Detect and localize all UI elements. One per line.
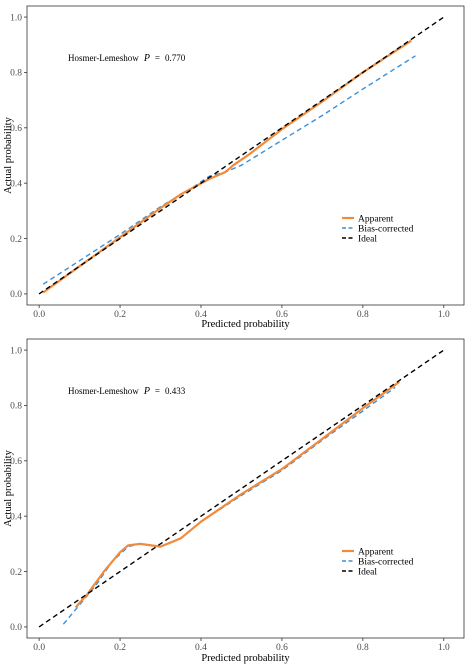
x-tick-label: 0.4 (195, 643, 207, 653)
x-tick-label: 0.2 (114, 310, 126, 320)
legend-label: Apparent (358, 214, 394, 224)
x-tick-label: 0.8 (357, 310, 369, 320)
hosmer-lemeshow-annotation: Hosmer-Lemeshow P = 0.433 (68, 386, 186, 397)
x-tick-label: 0.6 (276, 310, 288, 320)
x-tick-label: 1.0 (438, 643, 450, 653)
y-tick-label: 0.0 (10, 290, 22, 300)
y-tick-label: 0.6 (10, 457, 22, 467)
plot-panel-border (26, 5, 465, 306)
series-line-apparent (42, 39, 413, 294)
annotation-prefix: Hosmer-Lemeshow (68, 386, 139, 396)
y-tick-label: 0.4 (10, 512, 22, 522)
series-line-apparent (74, 381, 400, 609)
x-tick-label: 0.4 (195, 310, 207, 320)
legend-label: Bias-corrected (358, 224, 414, 234)
series-line-ideal (38, 16, 445, 295)
y-axis-label: Actual probability (3, 116, 14, 193)
y-tick-label: 1.0 (10, 13, 22, 23)
y-tick-label: 0.2 (10, 568, 22, 578)
y-tick-label: 0.8 (10, 69, 22, 79)
y-tick-label: 0.8 (10, 402, 22, 412)
annotation-prefix: Hosmer-Lemeshow (68, 53, 139, 63)
x-tick-label: 0.8 (357, 643, 369, 653)
annotation-p-value: 0.433 (165, 386, 186, 396)
legend-label: Ideal (358, 234, 377, 244)
legend-label: Ideal (358, 567, 377, 577)
series-line-ideal (38, 349, 445, 628)
x-tick-label: 0.6 (276, 643, 288, 653)
x-tick-label: 1.0 (438, 310, 450, 320)
x-axis-label: Predicted probability (201, 319, 290, 330)
annotation-p-symbol: P (143, 386, 150, 397)
legend-label: Apparent (358, 547, 394, 557)
y-tick-label: 0.6 (10, 124, 22, 134)
y-tick-label: 0.2 (10, 235, 22, 245)
calibration-plot-1: 0.0 0.2 0.4 0.6 0.8 1.0 0.0 0.2 0.4 0.6 0.8 1.0 Pred… (3, 5, 465, 330)
y-tick-label: 0.4 (10, 179, 22, 189)
annotation-equals: = (155, 386, 160, 396)
hosmer-lemeshow-annotation: Hosmer-Lemeshow P = 0.770 (68, 53, 186, 64)
y-tick-label: 0.0 (10, 623, 22, 633)
y-axis-label: Actual probability (3, 449, 14, 526)
annotation-p-value: 0.770 (165, 53, 186, 63)
legend-label: Bias-corrected (358, 557, 414, 567)
x-tick-label: 0.2 (114, 643, 126, 653)
calibration-plot-2: 0.0 0.2 0.4 0.6 0.8 1.0 0.0 0.2 0.4 0.6 0.8 1.0 Pred… (3, 338, 465, 664)
series-line-bias-corrected (42, 55, 416, 285)
x-tick-label: 0.0 (33, 310, 45, 320)
y-tick-label: 1.0 (10, 346, 22, 356)
annotation-p-symbol: P (143, 53, 150, 64)
x-tick-label: 0.0 (33, 643, 45, 653)
annotation-equals: = (155, 53, 160, 63)
x-axis-label: Predicted probability (201, 653, 290, 664)
